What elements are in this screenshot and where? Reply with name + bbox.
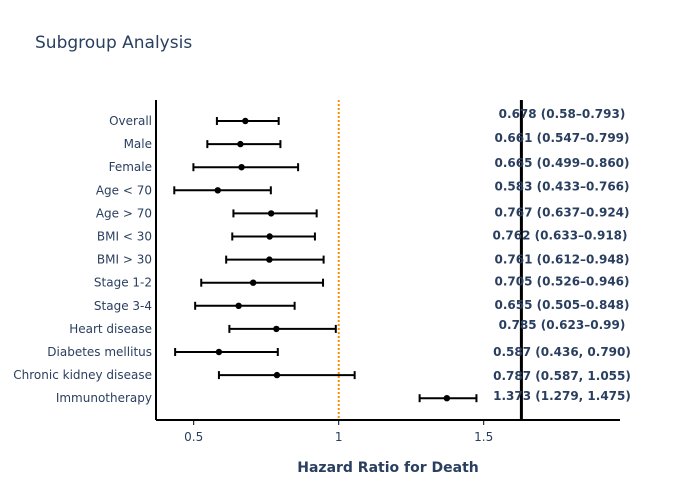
estimate-label: 0.761 (0.612–0.948) [494,253,629,267]
estimate-label: 1.373 (1.279, 1.475) [493,389,631,403]
estimate-label: 0.583 (0.433–0.766) [494,179,629,193]
point-estimate [214,187,221,194]
point-estimate [443,395,451,402]
point-estimate [238,164,245,171]
x-tick-label: 0.5 [184,430,203,444]
estimate-label: 0.762 (0.633–0.918) [492,229,627,243]
estimate-label: 0.767 (0.637–0.924) [494,205,629,219]
estimate-label: 0.661 (0.547–0.799) [494,131,629,145]
estimate-label: 0.678 (0.58–0.793) [499,107,626,121]
category-labels: Overall Male Female Age < 70 Age > 70 BMI < 3… [13,114,152,405]
x-ticks: 0.5 1 1.5 [184,420,493,444]
estimate-label: 0.587 (0.436, 0.790) [493,345,631,359]
point-estimate [266,233,273,240]
category-label: Age < 70 [96,183,152,197]
point-estimate [237,140,244,148]
category-label: Male [124,137,152,151]
axes [155,100,620,421]
x-tick-label: 1.5 [474,430,493,444]
estimate-label: 0.655 (0.505–0.848) [494,298,629,312]
point-estimate [249,279,257,286]
category-label: BMI > 30 [97,253,152,267]
category-label: BMI < 30 [97,230,152,244]
category-label: Stage 3-4 [94,299,152,313]
category-label: Immunotherapy [56,391,152,405]
point-estimate [215,348,223,356]
estimate-labels: 0.678 (0.58–0.793) 0.661 (0.547–0.799) 0.6… [492,107,630,403]
category-label: Female [109,160,152,174]
category-label: Chronic kidney disease [13,368,152,382]
x-axis-label: Hazard Ratio for Death [297,460,478,476]
plot-marks [173,117,478,403]
x-tick-label: 1 [335,430,343,444]
estimate-label: 0.665 (0.499–0.860) [494,156,629,170]
point-estimate [266,256,273,263]
point-estimate [242,117,249,125]
point-estimate [267,210,275,217]
category-label: Heart disease [69,322,152,336]
estimate-label: 0.705 (0.526–0.946) [494,275,629,289]
estimate-label: 0.785 (0.623–0.99) [499,318,626,332]
category-label: Overall [109,114,152,128]
category-label: Stage 1-2⁠ [94,276,152,290]
estimate-label: 0.787 (0.587, 1.055) [493,369,631,383]
point-estimate [235,302,242,309]
point-estimate [273,325,280,333]
category-label: Diabetes mellitus [47,345,152,359]
chart-title: Subgroup Analysis [35,33,193,53]
point-estimate [273,371,281,379]
category-label: Age > 70 [96,206,152,220]
